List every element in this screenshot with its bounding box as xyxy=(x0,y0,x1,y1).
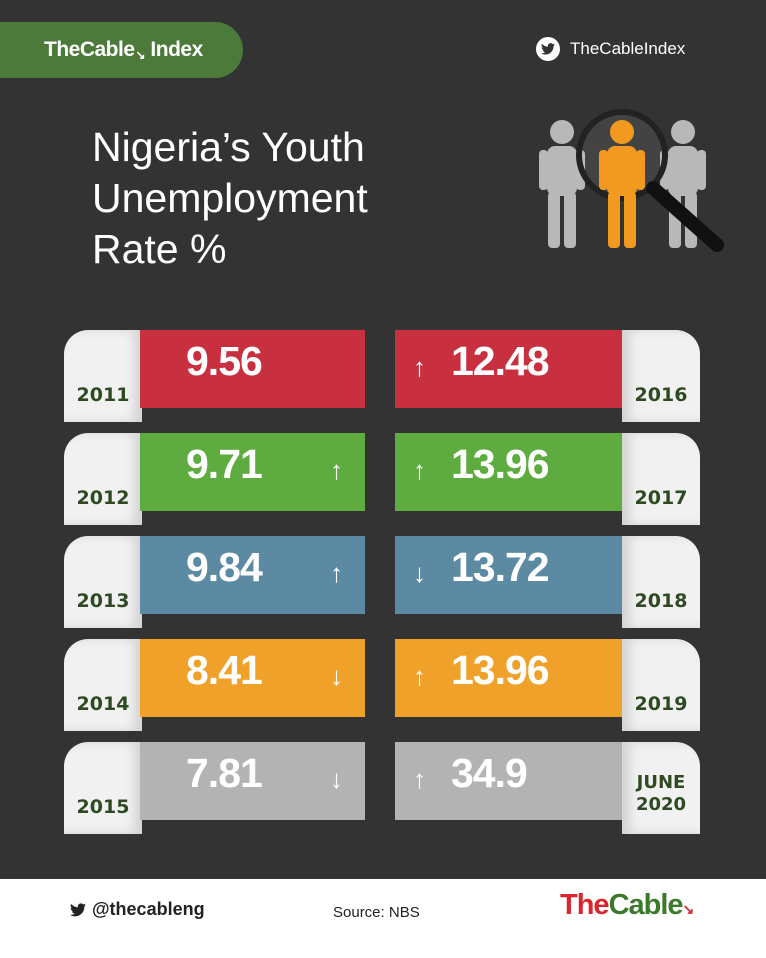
trend-arrow-icon: ↓ xyxy=(330,764,343,794)
twitter-handle-top: TheCableIndex xyxy=(570,39,686,58)
brand-badge-suffix: Index xyxy=(145,38,203,61)
footer: @thecableng Source: NBS TheCable↘ xyxy=(0,879,766,958)
trend-arrow-icon: ↑ xyxy=(413,764,426,794)
rate-value: 7.81 xyxy=(186,750,263,796)
year-tab-right: 2018 xyxy=(622,536,700,628)
year-tab-left: 2014 xyxy=(64,639,142,731)
trend-arrow-icon: ↑ xyxy=(413,352,426,382)
page-title: Nigeria’s Youth Unemployment Rate % xyxy=(92,122,492,275)
trend-arrow-icon: ↓ xyxy=(330,661,343,691)
rate-bar-left: 9.84 ↑ xyxy=(140,536,365,614)
rate-value: 13.72 xyxy=(451,544,550,590)
rate-bar-right: ↑ 34.9 xyxy=(395,742,627,820)
rate-bar-left: 7.81 ↓ xyxy=(140,742,365,820)
trend-arrow-icon: ↑ xyxy=(330,455,343,485)
rate-value: 8.41 xyxy=(186,647,263,693)
logo-part-1: The xyxy=(560,889,610,921)
footer-twitter-link[interactable]: @thecableng xyxy=(70,899,205,920)
title-line-3: Rate % xyxy=(92,226,227,272)
rate-value: 34.9 xyxy=(451,750,528,796)
year-tab-left: 2015 xyxy=(64,742,142,834)
trend-arrow-icon: ↑ xyxy=(413,661,426,691)
rate-value: 9.56 xyxy=(186,338,263,384)
trend-arrow-icon: ↑ xyxy=(413,455,426,485)
title-line-1: Nigeria’s Youth xyxy=(92,124,365,170)
year-tab-left: 2012 xyxy=(64,433,142,525)
twitter-icon xyxy=(70,902,86,916)
title-line-2: Unemployment xyxy=(92,175,368,221)
rate-bar-right: ↓ 13.72 xyxy=(395,536,627,614)
cable-arrow-icon: ↘ xyxy=(682,901,695,917)
year-label-line-1: JUNE xyxy=(636,772,686,793)
trend-arrow-icon: ↑ xyxy=(330,558,343,588)
brand-badge: TheCable ↘ Index xyxy=(0,22,243,78)
source-note: Source: NBS xyxy=(333,904,420,921)
twitter-link-top[interactable]: TheCableIndex xyxy=(536,35,685,63)
rate-bar-left: 9.56 xyxy=(140,330,365,408)
rate-bar-right: ↑ 13.96 xyxy=(395,433,627,511)
rate-bar-right: ↑ 12.48 xyxy=(395,330,627,408)
thecable-logo: TheCable↘ xyxy=(560,889,695,922)
trend-arrow-icon: ↓ xyxy=(413,558,426,588)
rate-bar-left: 9.71 ↑ xyxy=(140,433,365,511)
year-tab-right: 2019 xyxy=(622,639,700,731)
people-magnifier-illustration xyxy=(539,109,724,252)
rate-bar-right: ↑ 13.96 xyxy=(395,639,627,717)
logo-part-2: Cable xyxy=(608,889,684,921)
cable-arrow-icon: ↘ xyxy=(135,48,146,62)
brand-badge-prefix: TheCable xyxy=(44,38,135,61)
year-tab-right: 2017 xyxy=(622,433,700,525)
year-tab-right: 2016 xyxy=(622,330,700,422)
rate-value: 9.84 xyxy=(186,544,263,590)
year-label-line-2: 2020 xyxy=(635,794,687,815)
year-tab-right: JUNE 2020 xyxy=(622,742,700,834)
year-tab-left: 2011 xyxy=(64,330,142,422)
rate-value: 9.71 xyxy=(186,441,263,487)
twitter-icon xyxy=(536,37,560,61)
rate-value: 12.48 xyxy=(451,338,550,384)
rate-bar-left: 8.41 ↓ xyxy=(140,639,365,717)
footer-twitter-handle: @thecableng xyxy=(92,899,205,919)
year-tab-left: 2013 xyxy=(64,536,142,628)
rate-value: 13.96 xyxy=(451,647,550,693)
rate-value: 13.96 xyxy=(451,441,550,487)
